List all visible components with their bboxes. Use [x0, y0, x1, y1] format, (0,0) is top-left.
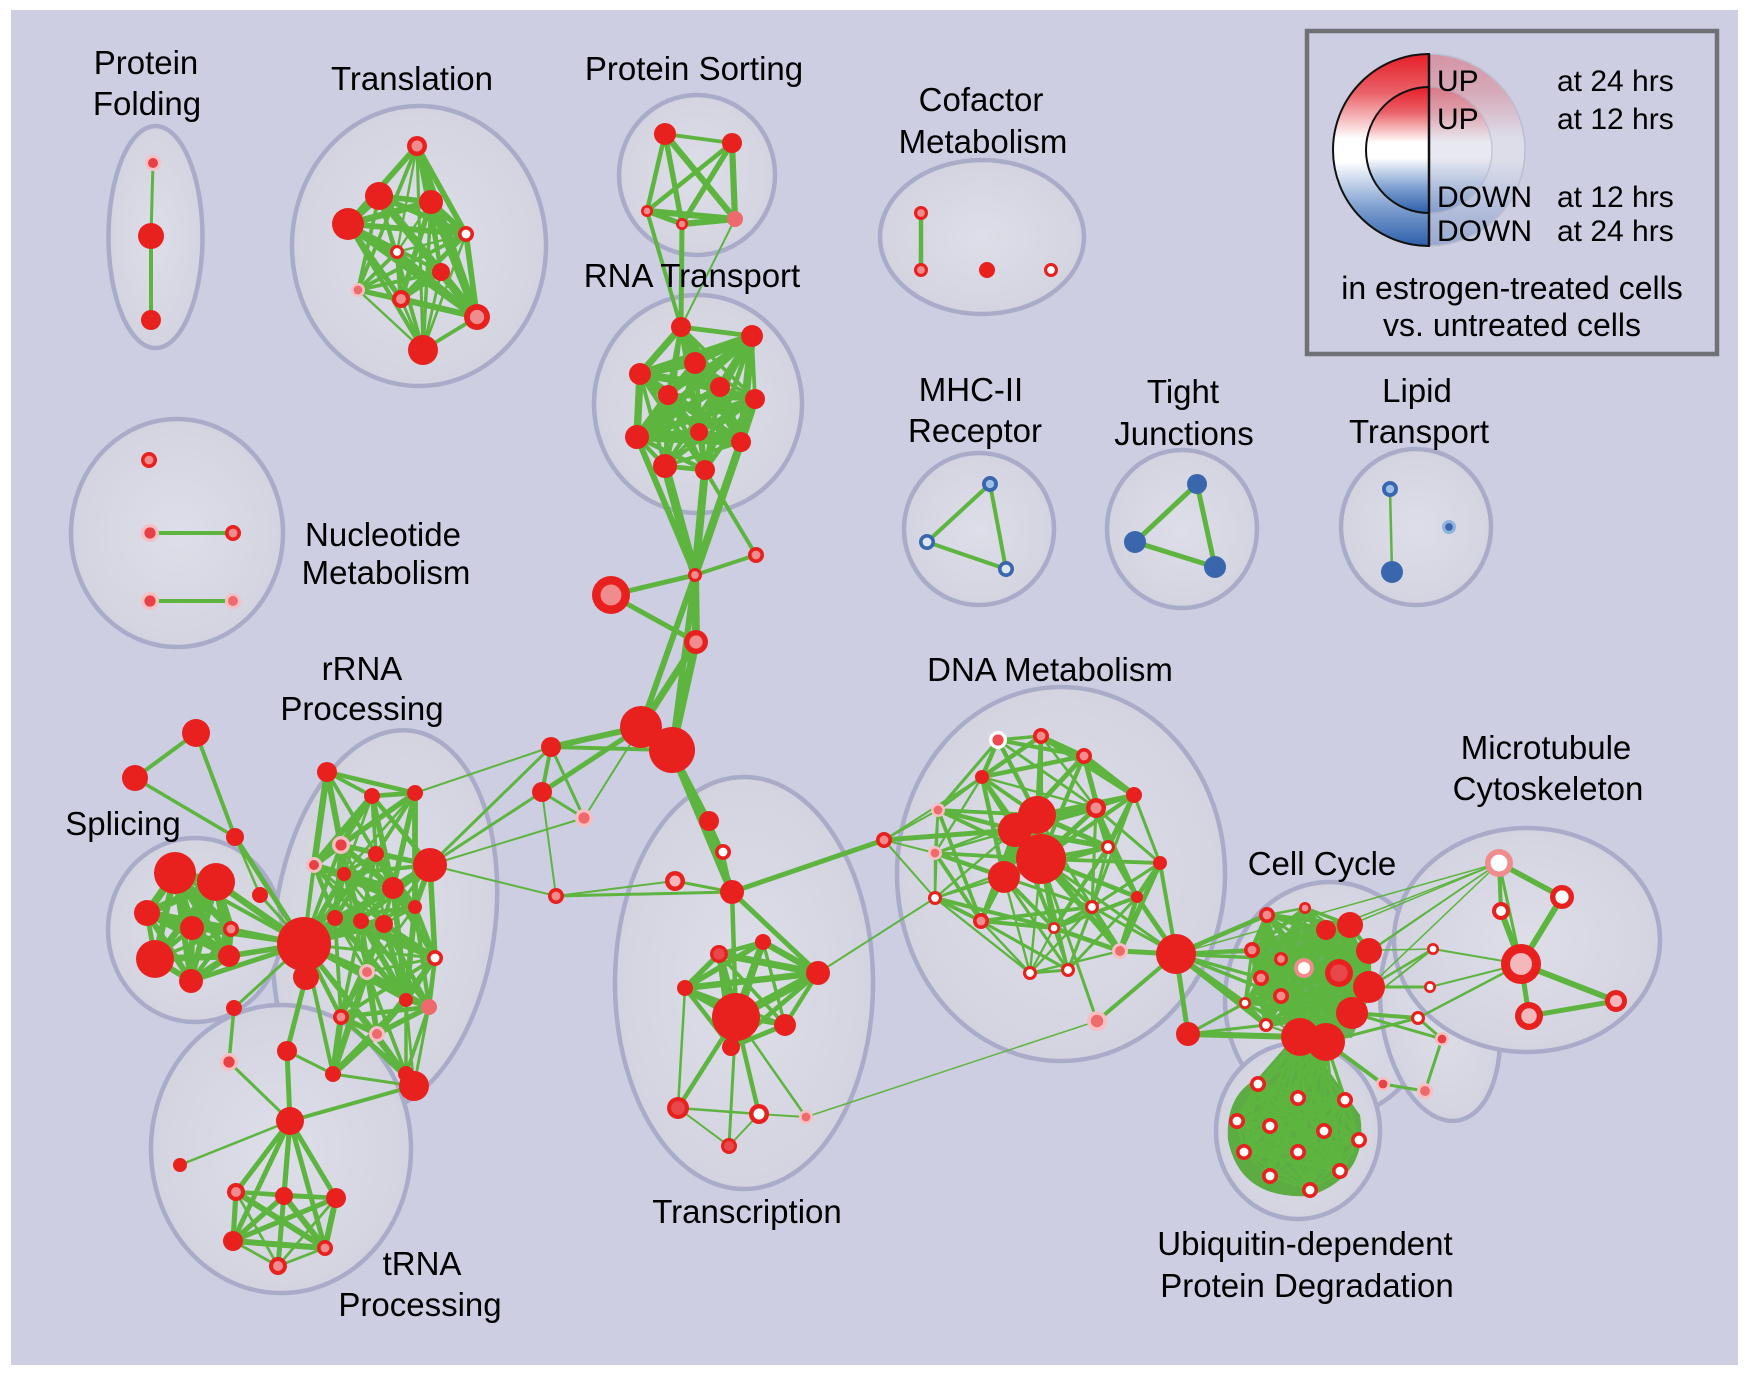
svg-text:vs. untreated cells: vs. untreated cells: [1383, 307, 1641, 343]
svg-text:Microtubule: Microtubule: [1461, 729, 1632, 766]
svg-text:rRNA: rRNA: [322, 650, 403, 687]
svg-text:at 24 hrs: at 24 hrs: [1557, 215, 1674, 248]
svg-text:Ubiquitin-dependent: Ubiquitin-dependent: [1157, 1225, 1452, 1262]
svg-text:Metabolism: Metabolism: [302, 554, 471, 591]
svg-text:UP: UP: [1437, 103, 1479, 136]
svg-text:Metabolism: Metabolism: [899, 123, 1068, 160]
svg-text:Transcription: Transcription: [652, 1193, 842, 1230]
svg-text:Junctions: Junctions: [1114, 415, 1253, 452]
svg-text:Cytoskeleton: Cytoskeleton: [1453, 770, 1644, 807]
svg-text:Lipid: Lipid: [1382, 372, 1452, 409]
svg-text:Protein Sorting: Protein Sorting: [585, 50, 803, 87]
svg-text:at 12 hrs: at 12 hrs: [1557, 181, 1674, 214]
svg-text:at 24 hrs: at 24 hrs: [1557, 65, 1674, 98]
svg-text:DNA Metabolism: DNA Metabolism: [927, 651, 1173, 688]
svg-text:Folding: Folding: [93, 85, 201, 122]
svg-text:Transport: Transport: [1349, 413, 1489, 450]
svg-text:Processing: Processing: [280, 690, 443, 727]
svg-text:Protein Degradation: Protein Degradation: [1160, 1267, 1454, 1304]
svg-text:Protein: Protein: [94, 44, 199, 81]
svg-text:Cofactor: Cofactor: [919, 81, 1044, 118]
svg-text:DOWN: DOWN: [1437, 181, 1532, 214]
svg-text:Tight: Tight: [1147, 373, 1219, 410]
svg-text:at 12 hrs: at 12 hrs: [1557, 103, 1674, 136]
svg-text:Cell Cycle: Cell Cycle: [1248, 845, 1397, 882]
svg-text:RNA Transport: RNA Transport: [584, 257, 800, 294]
svg-text:in estrogen-treated cells: in estrogen-treated cells: [1341, 270, 1683, 306]
svg-text:Nucleotide: Nucleotide: [305, 516, 461, 553]
svg-text:MHC-II: MHC-II: [919, 371, 1023, 408]
svg-text:tRNA: tRNA: [383, 1245, 462, 1282]
svg-text:DOWN: DOWN: [1437, 215, 1532, 248]
svg-text:Receptor: Receptor: [908, 412, 1042, 449]
svg-text:Splicing: Splicing: [65, 805, 181, 842]
svg-text:Processing: Processing: [338, 1286, 501, 1323]
svg-text:UP: UP: [1437, 65, 1479, 98]
svg-text:Translation: Translation: [331, 60, 493, 97]
